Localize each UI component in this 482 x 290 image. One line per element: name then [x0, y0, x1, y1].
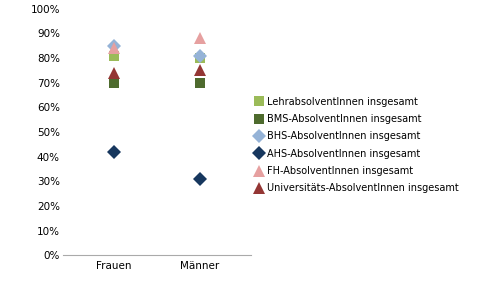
- Legend: Lehrabsolventlnnen insgesamt, BMS-Absolventlnnen insgesamt, BHS-Absolventlnnen i: Lehrabsolventlnnen insgesamt, BMS-Absolv…: [255, 97, 459, 193]
